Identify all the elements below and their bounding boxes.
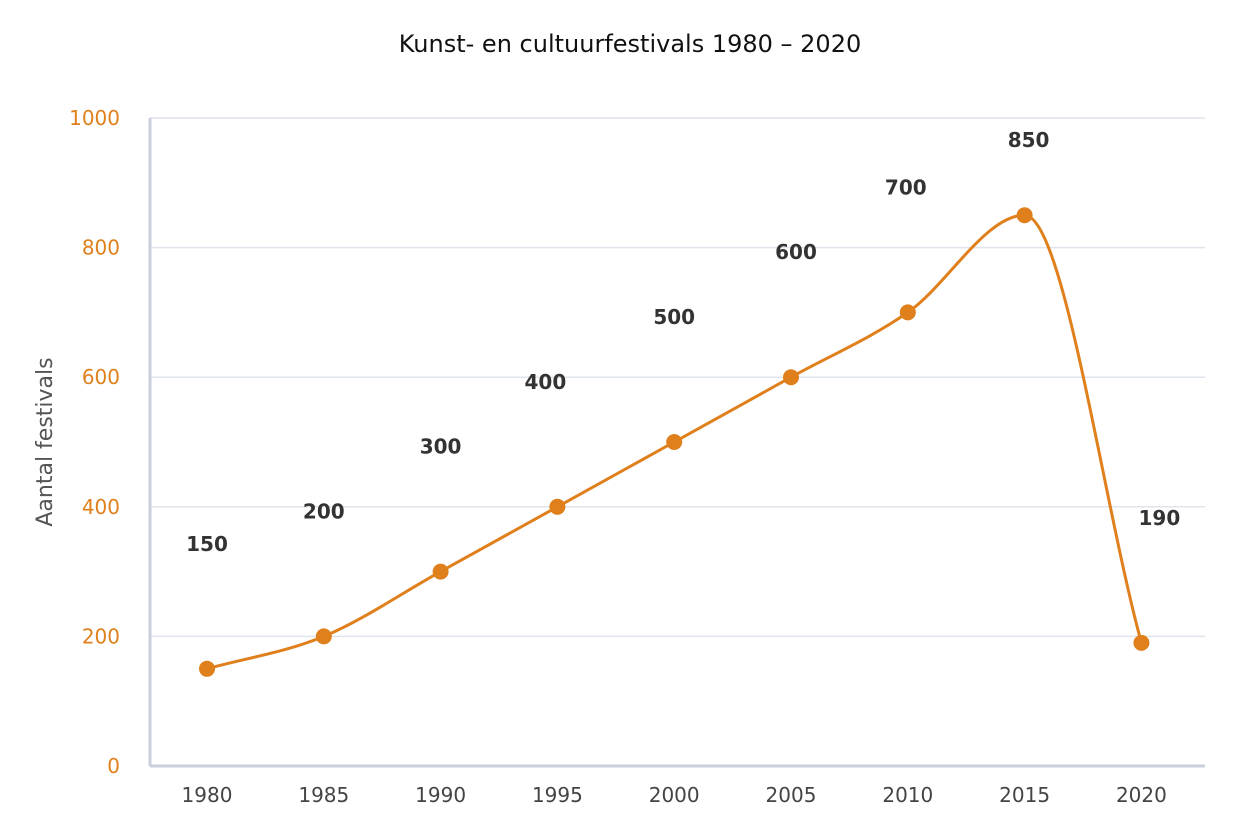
y-tick-label: 200 bbox=[82, 624, 120, 648]
data-label-2020: 190 bbox=[1139, 506, 1181, 530]
y-tick-label: 600 bbox=[82, 365, 120, 389]
data-point-2005 bbox=[783, 369, 799, 386]
y-axis-label: Aantal festivals bbox=[33, 357, 58, 526]
data-label-2000: 500 bbox=[653, 305, 695, 329]
data-points bbox=[199, 207, 1150, 677]
data-point-2020 bbox=[1133, 634, 1150, 651]
data-labels: 150 200 300 400 500 600 700 850 190 bbox=[186, 128, 1180, 556]
data-label-1985: 200 bbox=[303, 499, 345, 523]
y-tick-label: 800 bbox=[82, 236, 120, 260]
data-label-1980: 150 bbox=[186, 532, 228, 556]
x-tick-label: 2010 bbox=[882, 783, 933, 807]
data-label-1995: 400 bbox=[525, 370, 567, 394]
data-point-1990 bbox=[432, 563, 449, 580]
data-point-1985 bbox=[315, 628, 332, 645]
data-point-2015 bbox=[1016, 207, 1033, 224]
data-point-2010 bbox=[899, 304, 916, 321]
data-point-2000 bbox=[666, 434, 683, 450]
data-label-1990: 300 bbox=[420, 435, 462, 459]
x-axis-ticks: 1980 1985 1990 1995 2000 2005 2010 2015 2020 bbox=[182, 783, 1167, 807]
y-axis-ticks: 0 200 400 600 800 1000 bbox=[69, 106, 120, 778]
y-tick-label: 400 bbox=[82, 495, 120, 519]
x-tick-label: 2020 bbox=[1116, 783, 1167, 807]
x-tick-label: 2005 bbox=[766, 783, 817, 807]
data-label-2005: 600 bbox=[775, 240, 817, 264]
data-label-2015: 850 bbox=[1008, 128, 1050, 152]
y-tick-label: 1000 bbox=[69, 106, 120, 130]
data-point-1995 bbox=[549, 498, 566, 515]
gridlines bbox=[150, 117, 1205, 638]
data-point-1980 bbox=[199, 660, 215, 677]
x-tick-label: 1990 bbox=[415, 783, 466, 807]
x-tick-label: 2000 bbox=[649, 783, 700, 807]
chart-title: Kunst- en cultuurfestivals 1980 – 2020 bbox=[399, 30, 861, 58]
y-tick-label: 0 bbox=[107, 754, 120, 778]
x-tick-label: 1980 bbox=[182, 783, 233, 807]
data-label-2010: 700 bbox=[885, 175, 927, 199]
x-tick-label: 1985 bbox=[298, 783, 349, 807]
x-tick-label: 2015 bbox=[999, 783, 1050, 807]
x-tick-label: 1995 bbox=[532, 783, 583, 807]
series-line bbox=[206, 213, 1143, 671]
